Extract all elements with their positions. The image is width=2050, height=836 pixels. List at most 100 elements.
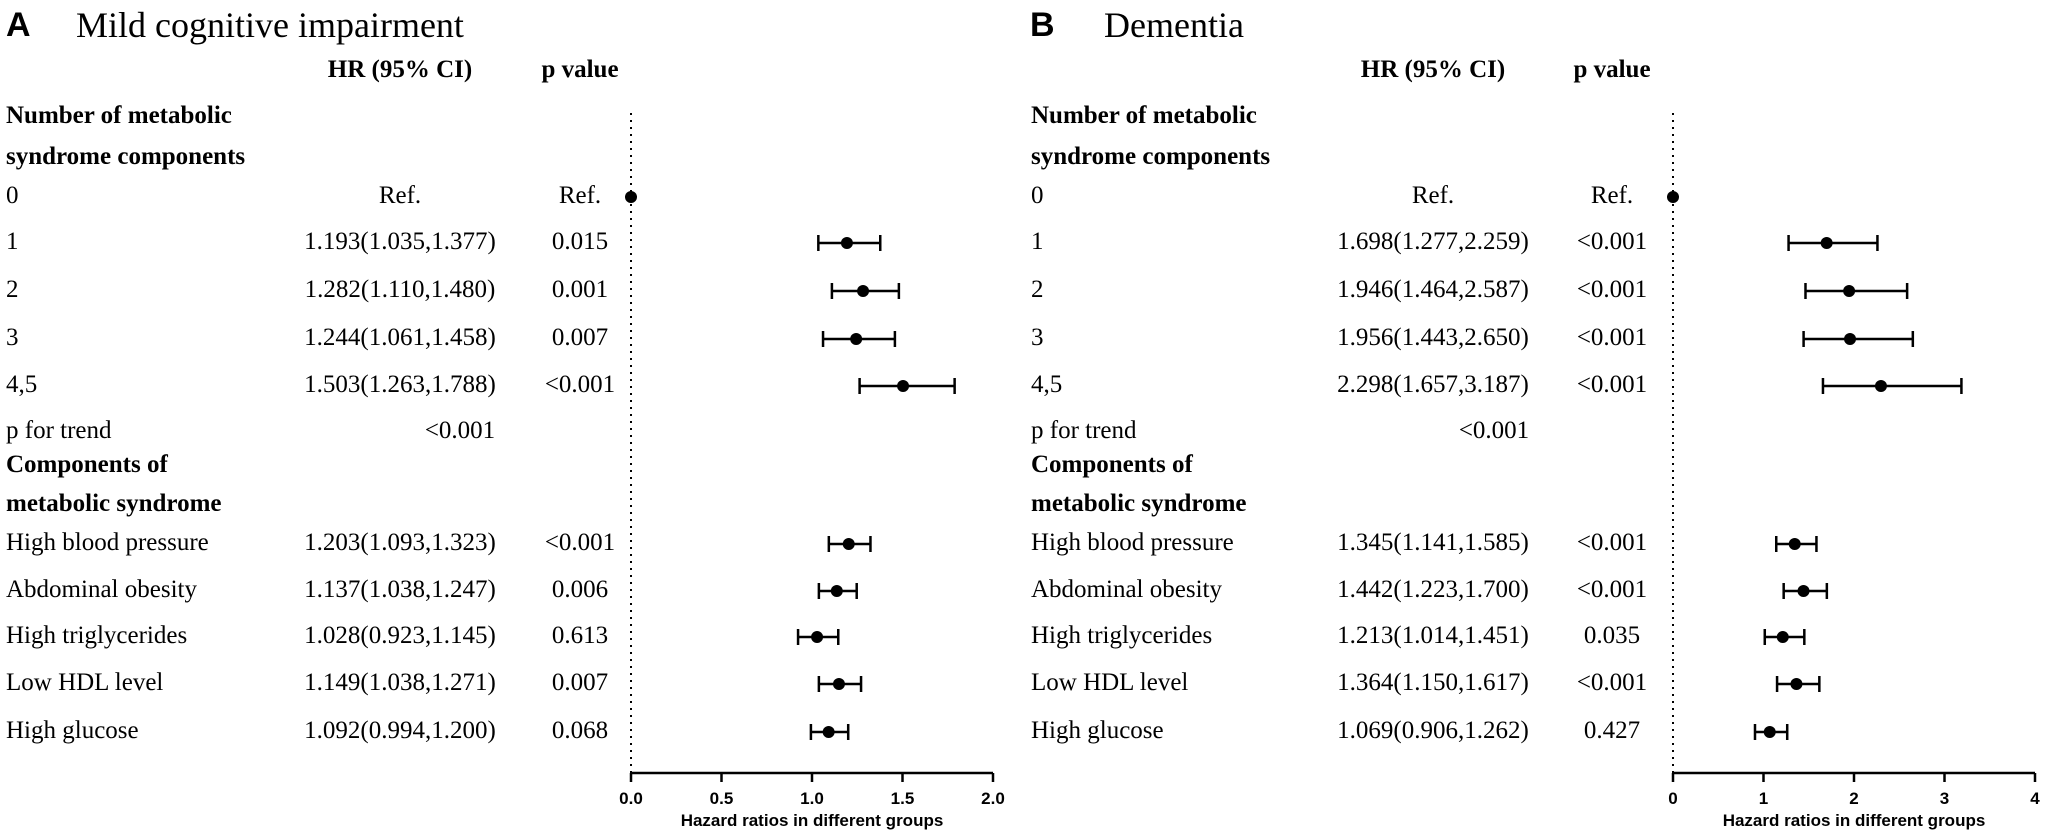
p-value: 0.015 — [551, 228, 609, 255]
hr-ci-value: 1.092(0.994,1.200) — [304, 717, 496, 744]
hr-column-header: HR (95% CI) — [1360, 56, 1506, 83]
x-axis-title: Hazard ratios in different groups — [681, 811, 944, 830]
row-label: High triglycerides — [1031, 622, 1213, 649]
p-value: 0.007 — [551, 324, 609, 351]
p-value: 0.001 — [551, 276, 609, 303]
hr-ci-value: 2.298(1.657,3.187) — [1337, 371, 1529, 398]
x-tick-label: 1.5 — [891, 789, 915, 808]
section-heading: metabolic syndrome — [1031, 490, 1247, 517]
hr-ci-value: 1.442(1.223,1.700) — [1337, 576, 1529, 603]
hr-ci-value: 1.069(0.906,1.262) — [1337, 717, 1529, 744]
row-label: Low HDL level — [1031, 669, 1189, 696]
hr-ci-value: Ref. — [378, 182, 422, 209]
hr-ci-value: 1.244(1.061,1.458) — [304, 324, 496, 351]
row-label: 1 — [1031, 228, 1044, 255]
section-heading: metabolic syndrome — [6, 490, 222, 517]
p-value: Ref. — [558, 182, 602, 209]
row-label: 1 — [6, 228, 19, 255]
x-tick-label: 2.0 — [981, 789, 1005, 808]
row-label: High triglycerides — [6, 622, 188, 649]
panel-title: Mild cognitive impairment — [76, 5, 464, 45]
x-axis-title: Hazard ratios in different groups — [1723, 811, 1986, 830]
p-value: <0.001 — [1576, 529, 1648, 556]
p-value: <0.001 — [1576, 576, 1648, 603]
x-tick-label: 3 — [1940, 789, 1949, 808]
p-value: <0.001 — [1576, 371, 1648, 398]
row-label: High blood pressure — [1031, 529, 1234, 556]
section-heading: Number of metabolic — [1031, 102, 1257, 129]
x-tick-label: 4 — [2030, 789, 2040, 808]
hr-point — [1844, 333, 1857, 345]
hr-point — [840, 237, 853, 249]
trend-value: <0.001 — [424, 417, 496, 444]
hr-ci-value: 1.282(1.110,1.480) — [304, 276, 496, 303]
hr-column-header: HR (95% CI) — [327, 56, 473, 83]
forest-plot: 0.0 0.5 1.0 1.5 2.0 Hazard ratios in differen… — [619, 113, 1005, 830]
p-value: 0.035 — [1583, 622, 1641, 649]
p-value: <0.001 — [544, 371, 616, 398]
x-tick-label: 1 — [1759, 789, 1768, 808]
hr-ci-value: 1.956(1.443,2.650) — [1337, 324, 1529, 351]
hr-ci-value: 1.946(1.464,2.587) — [1337, 276, 1529, 303]
row-label: High glucose — [1031, 717, 1164, 744]
row-label: Abdominal obesity — [6, 576, 197, 603]
p-value: 0.427 — [1583, 717, 1641, 744]
section-heading: Number of metabolic — [6, 102, 232, 129]
row-label: 3 — [6, 324, 19, 351]
p-value: <0.001 — [544, 529, 616, 556]
x-tick-label: 1.0 — [800, 789, 824, 808]
section-heading: syndrome components — [6, 143, 246, 170]
p-value: <0.001 — [1576, 228, 1648, 255]
hr-point — [1667, 191, 1679, 203]
hr-point — [1797, 585, 1810, 597]
hr-ci-value: 1.137(1.038,1.247) — [304, 576, 496, 603]
trend-value: <0.001 — [1458, 417, 1530, 444]
hr-point — [1763, 726, 1776, 738]
hr-point — [830, 585, 843, 597]
p-value: 0.007 — [551, 669, 609, 696]
hr-point — [1788, 538, 1801, 550]
p-column-header: p value — [1573, 56, 1651, 83]
p-value: 0.006 — [551, 576, 609, 603]
hr-ci-value: 1.364(1.150,1.617) — [1337, 669, 1529, 696]
p-value: 0.068 — [551, 717, 609, 744]
hr-ci-value: 1.503(1.263,1.788) — [304, 371, 496, 398]
p-value: <0.001 — [1576, 276, 1648, 303]
x-tick-label: 2 — [1849, 789, 1858, 808]
hr-point — [822, 726, 835, 738]
hr-ci-value: 1.203(1.093,1.323) — [304, 529, 496, 556]
panel-letter: A — [6, 6, 31, 44]
row-label: p for trend — [1031, 417, 1137, 444]
forest-plot: 0 1 2 3 4 Hazard ratios in different groups — [1667, 113, 2040, 830]
row-label: 2 — [6, 276, 19, 303]
row-label: 2 — [1031, 276, 1044, 303]
hr-ci-value: 1.698(1.277,2.259) — [1337, 228, 1529, 255]
hr-point — [1874, 380, 1887, 392]
row-label: 3 — [1031, 324, 1044, 351]
hr-point — [897, 380, 910, 392]
row-label: p for trend — [6, 417, 112, 444]
row-label: 0 — [1031, 182, 1044, 209]
row-label: High blood pressure — [6, 529, 209, 556]
row-label: 4,5 — [6, 371, 38, 398]
row-label: 0 — [6, 182, 19, 209]
p-column-header: p value — [541, 56, 619, 83]
row-label: Low HDL level — [6, 669, 164, 696]
x-tick-label: 0.5 — [710, 789, 734, 808]
p-value: 0.613 — [551, 622, 609, 649]
panel-title: Dementia — [1104, 5, 1244, 45]
p-value: Ref. — [1590, 182, 1634, 209]
hr-point — [832, 678, 845, 690]
panel-letter: B — [1030, 6, 1055, 44]
row-label: 4,5 — [1031, 371, 1063, 398]
row-label: High glucose — [6, 717, 139, 744]
hr-point — [850, 333, 863, 345]
hr-ci-value: Ref. — [1411, 182, 1455, 209]
hr-ci-value: 1.213(1.014,1.451) — [1337, 622, 1529, 649]
panel-b: B Dementia HR (95% CI) p value 0 1 2 3 4 Haza… — [1030, 0, 2050, 836]
p-value: <0.001 — [1576, 324, 1648, 351]
hr-point — [842, 538, 855, 550]
hr-point — [1820, 237, 1833, 249]
section-heading: Components of — [6, 451, 168, 478]
hr-ci-value: 1.028(0.923,1.145) — [304, 622, 496, 649]
